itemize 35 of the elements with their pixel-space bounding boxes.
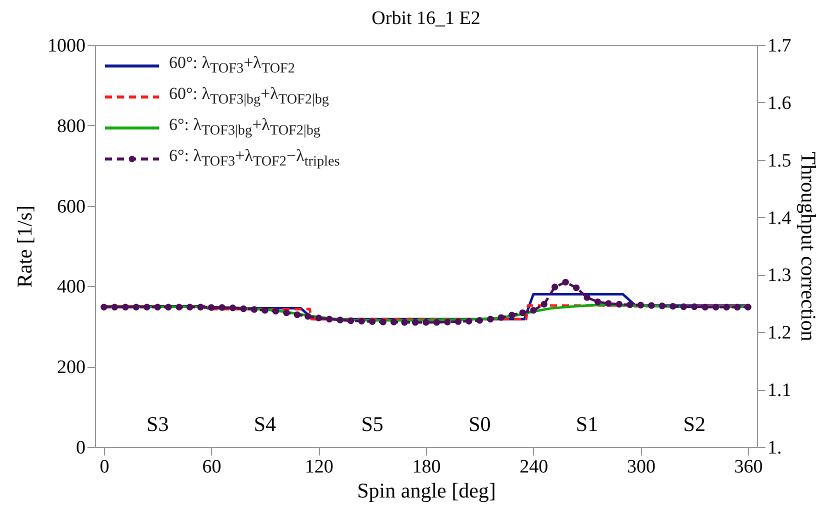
chart-title: Orbit 16_1 E2: [372, 8, 480, 29]
x-tick-label: 300: [626, 456, 656, 478]
x-tick-label: 180: [412, 456, 441, 478]
y2-tick-label: 1.1: [768, 380, 792, 402]
annotation: S1: [576, 412, 598, 436]
x-tick-label: 60: [202, 456, 222, 478]
y-tick-label: 200: [57, 357, 86, 378]
annotation: S4: [254, 412, 277, 436]
y-tick-label: 800: [57, 116, 86, 137]
legend-label: 60°: λ$_{TOF3}$+λ$_{TOF2}$: [169, 53, 296, 78]
legend-label: 6°: λ$_{TOF3}$+λ$_{TOF2}$−λ$_{triples}$: [169, 146, 340, 171]
legend-label: 60°: λ$_{TOF3|bg}$+λ$_{TOF2|bg}$: [169, 84, 329, 109]
annotation: S0: [468, 412, 491, 436]
y2-tick-label: 1.: [768, 438, 782, 458]
legend-label: 6°: λ$_{TOF3|bg}$+λ$_{TOF2|bg}$: [169, 115, 320, 140]
y2-tick-label: 1.7: [768, 36, 792, 56]
x-tick-label: 120: [304, 456, 334, 478]
y2-tick-label: 1.5: [768, 150, 792, 172]
y-tick-label: 400: [57, 276, 86, 298]
x-tick-label: 240: [520, 456, 548, 478]
y2-tick-label: 1.2: [768, 322, 792, 344]
y-tick-label: 600: [57, 196, 86, 218]
y-tick-label: 1000: [48, 36, 86, 56]
x-tick-label: 0: [100, 456, 110, 478]
y-tick-label: 0: [76, 438, 86, 458]
y-axis-title: Rate [1/s]: [12, 205, 36, 288]
annotation: S5: [361, 412, 384, 436]
x-tick-label: 360: [734, 456, 763, 478]
y2-axis-title: Throughput correction: [796, 152, 820, 342]
y2-tick-label: 1.6: [768, 92, 792, 114]
annotation: S3: [146, 412, 169, 436]
x-axis-title: Spin angle [deg]: [357, 478, 496, 502]
y2-tick-label: 1.3: [768, 265, 792, 286]
annotation: S2: [683, 412, 706, 436]
y2-tick-label: 1.4: [768, 208, 792, 229]
